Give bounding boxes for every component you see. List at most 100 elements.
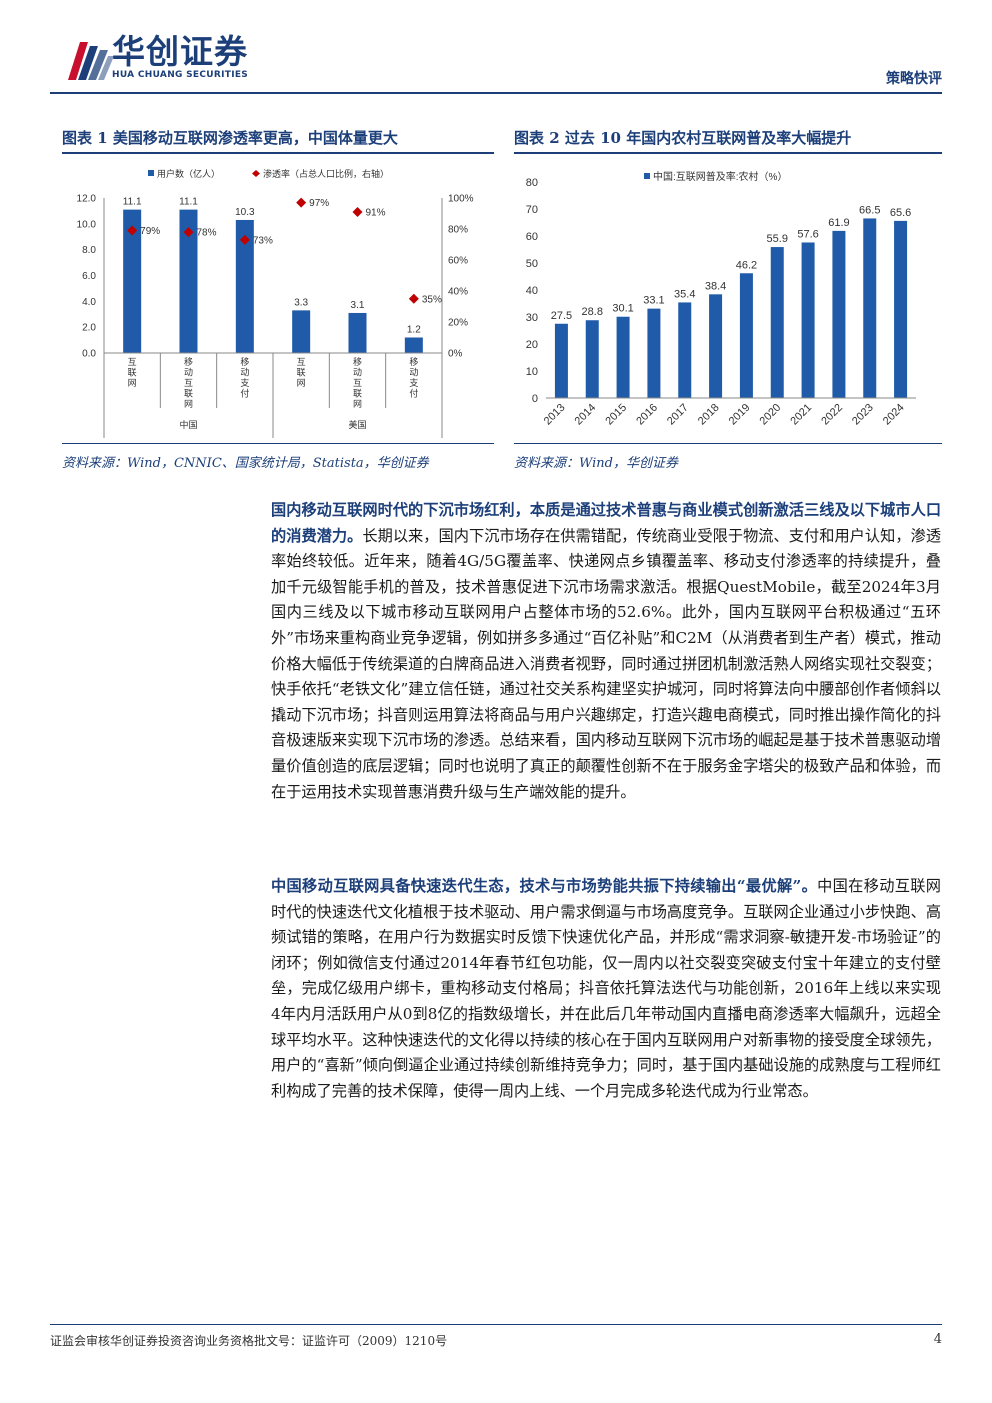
y-left-tick-label: 2.0 [82,323,96,334]
logo-mark-icon [68,42,114,80]
bar-value-label: 3.1 [351,300,365,311]
brand-name-cn: 华创证券 [112,32,248,71]
legend-bar-label: 用户数（亿人） [157,168,220,179]
y-left-tick-label: 0.0 [82,349,96,360]
penetration-label: 91% [366,207,386,218]
bar-value-label: 11.1 [179,197,198,208]
bar [348,312,367,353]
y-tick-label: 80 [526,177,538,189]
figure1-title-rule [62,152,494,154]
footer-license: 证监会审核华创证券投资咨询业务资格批文号：证监许可（2009）1210号 [50,1334,448,1348]
x-category-label: 移动支付 [409,356,418,399]
y-tick-label: 50 [526,258,538,270]
penetration-label: 73% [253,235,273,246]
penetration-marker [296,197,307,208]
y-left-tick-label: 10.0 [77,219,97,230]
y-tick-label: 60 [526,231,538,243]
bar-value-label: 55.9 [767,233,788,245]
bar-value-label: 11.1 [123,197,142,208]
bar-value-label: 57.6 [797,228,818,240]
bar-value-label: 3.3 [294,297,308,308]
paragraph-1-body: 长期以来，国内下沉市场存在供需错配，传统商业受限于物流、支付和用户认知，渗透率始… [271,526,942,801]
legend-bar-swatch [148,170,154,176]
y-tick-label: 0 [532,393,538,405]
figure1-chart: 用户数（亿人） 渗透率（占总人口比例，右轴） 0.0 2.0 4.0 6.0 8.0 10.0… [77,168,474,438]
x-category-label: 移动互联网 [184,356,193,409]
figure2-title: 图表 2 过去 10 年国内农村互联网普及率大幅提升 [514,129,852,147]
figure1-title: 图表 1 美国移动互联网渗透率更高，中国体量更大 [62,129,398,147]
y-right-tick-label: 80% [448,225,468,236]
body-paragraph-2: 中国移动互联网具备快速迭代生态，技术与市场势能共振下持续输出“最优解”。中国在移… [271,874,941,1104]
paragraph-1-lead: 国内移动互联网时代的下沉市场红利，本质是通过技术普惠与商业模式创新激活三线及以下… [271,501,941,545]
y-tick-label: 70 [526,204,538,216]
bar-value-label: 28.8 [582,306,603,318]
bar [123,209,142,353]
penetration-label: 97% [309,198,329,209]
header-divider [50,92,942,94]
x-tick-label: 2018 [696,402,722,428]
y-left-tick-label: 8.0 [82,245,96,256]
y-left-tick-label: 6.0 [82,271,96,282]
bar [709,294,723,398]
bar [801,242,815,398]
footer-divider [50,1324,942,1325]
bar-value-label: 10.3 [235,207,255,218]
x-tick-label: 2023 [850,402,876,428]
bar-value-label: 46.2 [736,259,757,271]
bar-value-label: 38.4 [705,280,726,292]
y-right-tick-label: 20% [448,318,468,329]
body-paragraph-1: 国内移动互联网时代的下沉市场红利，本质是通过技术普惠与商业模式创新激活三线及以下… [271,498,941,805]
figure2-title-rule [514,152,942,154]
bar [235,219,254,353]
bar-value-label: 30.1 [612,303,633,315]
y-right-tick-label: 40% [448,287,468,298]
x-tick-label: 2021 [788,402,814,428]
x-group-label: 中国 [179,419,197,430]
paragraph-2-lead: 中国移动互联网具备快速迭代生态，技术与市场势能共振下持续输出“最优解”。 [271,877,818,895]
y-tick-label: 20 [526,339,538,351]
bar [179,209,198,353]
bar [863,218,877,398]
x-tick-label: 2014 [573,402,599,428]
penetration-marker [183,227,194,238]
x-tick-label: 2015 [603,402,629,428]
x-tick-label: 2020 [758,402,784,428]
bar-value-label: 65.6 [890,207,911,219]
bar [678,302,692,398]
figure2-chart: 中国:互联网普及率:农村（%） 0 10 20 30 40 50 60 70 80 27.5 28.8… [526,170,916,428]
bar [292,310,311,353]
report-type: 策略快评 [886,71,942,87]
bar-value-label: 35.4 [674,288,695,300]
figure2-source: 资料来源：Wind，华创证券 [514,456,678,471]
y-right-tick-label: 60% [448,256,468,267]
company-logo [58,36,258,82]
brand-name-en: HUA CHUANG SECURITIES [112,70,249,80]
x-tick-label: 2013 [542,402,568,428]
x-category-label: 互联网 [297,357,306,388]
bar-value-label: 66.5 [859,204,880,216]
bar [647,308,661,398]
bar-value-label: 61.9 [828,217,849,229]
x-tick-label: 2016 [634,402,660,428]
bar [616,316,630,398]
bar [832,230,846,398]
x-tick-label: 2017 [665,402,691,428]
bar-value-label: 33.1 [643,295,664,307]
y-tick-label: 40 [526,285,538,297]
x-tick-label: 2019 [727,402,753,428]
penetration-marker [352,206,363,217]
bar [894,220,908,398]
paragraph-2-body: 中国在移动互联网时代的快速迭代文化植根于技术驱动、用户需求倒逼与市场高度竞争。互… [271,877,941,1100]
legend-bar-swatch [644,173,650,179]
x-group-label: 美国 [348,419,366,430]
y-right-tick-label: 0% [448,349,463,360]
penetration-label: 78% [197,228,217,239]
bar [585,320,599,398]
legend-marker-swatch [252,170,260,177]
page-number: 4 [933,1332,942,1347]
penetration-marker [408,293,419,304]
figure1-source: 资料来源：Wind，CNNIC、国家统计局，Statista，华创证券 [62,456,429,471]
y-left-tick-label: 12.0 [77,194,97,205]
legend-bar-label: 中国:互联网普及率:农村（%） [653,170,787,183]
figure1-bottom-rule [62,443,494,444]
